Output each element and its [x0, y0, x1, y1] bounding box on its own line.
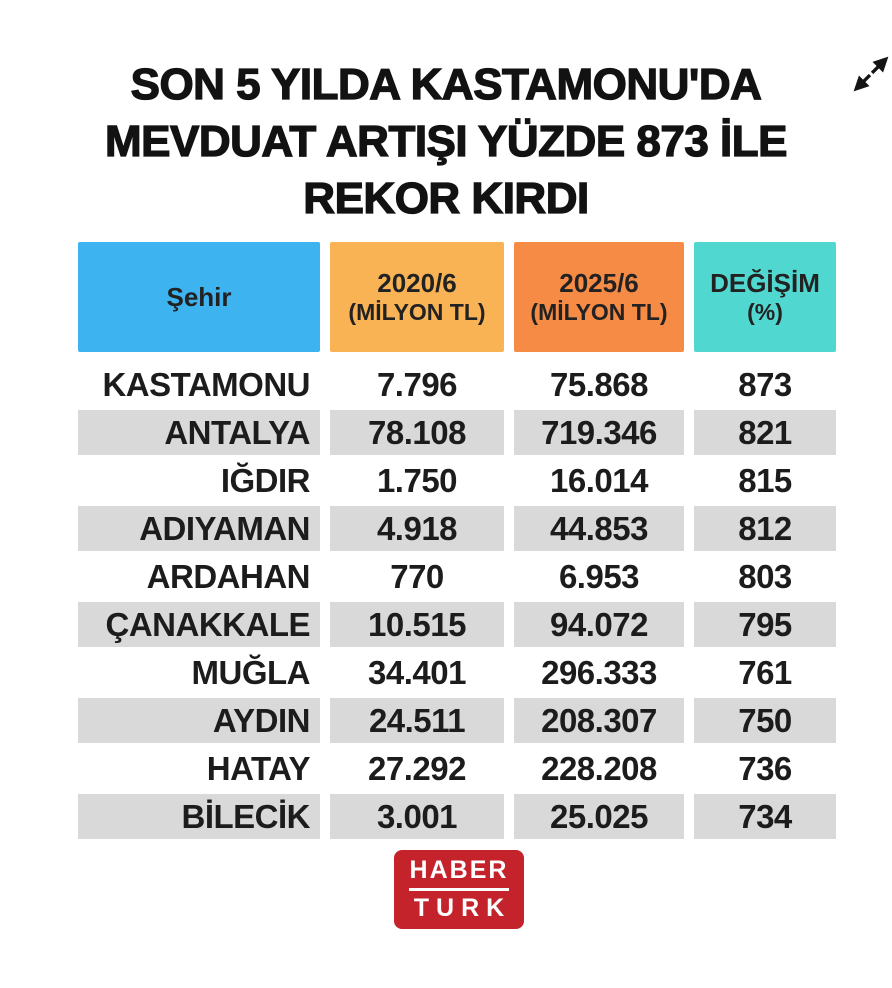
title-line-3: REKOR KIRDI	[303, 173, 590, 223]
haberturk-logo: HABER TURK	[394, 850, 524, 929]
table-row: ANTALYA 78.108 719.346 821	[78, 410, 836, 455]
title-line-1: SON 5 YILDA KASTAMONU'DA	[130, 59, 763, 109]
col-header-2020: 2020/6 (MİLYON TL)	[330, 242, 504, 352]
col-header-2020-sublabel: (MİLYON TL)	[348, 299, 486, 325]
table-row: MUĞLA 34.401 296.333 761	[78, 650, 836, 695]
change-cell: 761	[738, 653, 792, 691]
city-cell: ÇANAKKALE	[78, 602, 320, 647]
value-2020-cell: 10.515	[330, 602, 504, 647]
value-2025-cell: 75.868	[550, 365, 648, 403]
col-header-2020-label: 2020/6	[377, 268, 457, 298]
table-row: KASTAMONU 7.796 75.868 873	[78, 362, 836, 407]
col-header-change: DEĞİŞİM (%)	[694, 242, 836, 352]
value-2025-cell: 228.208	[541, 749, 657, 787]
logo-text-haber: HABER	[408, 858, 510, 891]
value-2025-cell: 208.307	[514, 698, 684, 743]
value-2020-cell: 78.108	[330, 410, 504, 455]
value-2025-cell: 94.072	[514, 602, 684, 647]
value-2020-cell: 24.511	[330, 698, 504, 743]
value-2020-cell: 7.796	[376, 365, 458, 403]
change-cell: 795	[694, 602, 836, 647]
change-cell: 815	[738, 461, 792, 499]
value-2020-cell: 4.918	[330, 506, 504, 551]
change-cell: 736	[738, 749, 792, 787]
col-header-change-sublabel: (%)	[747, 299, 783, 325]
table-row: AYDIN 24.511 208.307 750	[78, 698, 836, 743]
value-2025-cell: 719.346	[514, 410, 684, 455]
col-header-city-label: Şehir	[166, 282, 232, 312]
change-cell: 734	[694, 794, 836, 839]
value-2025-cell: 296.333	[541, 653, 657, 691]
city-cell: MUĞLA	[191, 653, 311, 691]
col-header-2025-sublabel: (MİLYON TL)	[530, 299, 668, 325]
city-cell: AYDIN	[78, 698, 320, 743]
col-header-2025: 2025/6 (MİLYON TL)	[514, 242, 684, 352]
col-header-2025-label: 2025/6	[559, 268, 639, 298]
table-row: ÇANAKKALE 10.515 94.072 795	[78, 602, 836, 647]
col-header-change-label: DEĞİŞİM	[710, 268, 820, 298]
table-row: BİLECİK 3.001 25.025 734	[78, 794, 836, 839]
value-2020-cell: 770	[390, 557, 444, 595]
change-cell: 873	[738, 365, 792, 403]
value-2020-cell: 3.001	[330, 794, 504, 839]
table-row: ARDAHAN 770 6.953 803	[78, 554, 836, 599]
city-cell: ADIYAMAN	[78, 506, 320, 551]
table-row: HATAY 27.292 228.208 736	[78, 746, 836, 791]
city-cell: BİLECİK	[78, 794, 320, 839]
table-header-row: Şehir 2020/6 (MİLYON TL) 2025/6 (MİLYON …	[78, 242, 836, 352]
change-cell: 750	[694, 698, 836, 743]
city-cell: ARDAHAN	[146, 557, 311, 595]
infographic-title: SON 5 YILDA KASTAMONU'DA MEVDUAT ARTIŞI …	[0, 56, 892, 227]
table-row: ADIYAMAN 4.918 44.853 812	[78, 506, 836, 551]
value-2020-cell: 34.401	[368, 653, 466, 691]
value-2025-cell: 16.014	[550, 461, 648, 499]
col-header-city: Şehir	[78, 242, 320, 352]
deposit-table: Şehir 2020/6 (MİLYON TL) 2025/6 (MİLYON …	[78, 242, 836, 839]
change-cell: 812	[694, 506, 836, 551]
change-cell: 821	[694, 410, 836, 455]
city-cell: ANTALYA	[78, 410, 320, 455]
table-body: KASTAMONU 7.796 75.868 873 ANTALYA 78.10…	[78, 362, 836, 839]
value-2020-cell: 27.292	[368, 749, 466, 787]
value-2020-cell: 1.750	[376, 461, 458, 499]
value-2025-cell: 6.953	[558, 557, 640, 595]
table-row: IĞDIR 1.750 16.014 815	[78, 458, 836, 503]
value-2025-cell: 44.853	[514, 506, 684, 551]
title-line-2: MEVDUAT ARTIŞI YÜZDE 873 İLE	[104, 116, 788, 166]
city-cell: KASTAMONU	[102, 365, 310, 403]
city-cell: HATAY	[206, 749, 311, 787]
change-cell: 803	[738, 557, 792, 595]
expand-icon[interactable]	[850, 52, 892, 96]
value-2025-cell: 25.025	[514, 794, 684, 839]
logo-text-turk: TURK	[413, 894, 512, 922]
city-cell: IĞDIR	[220, 461, 311, 499]
